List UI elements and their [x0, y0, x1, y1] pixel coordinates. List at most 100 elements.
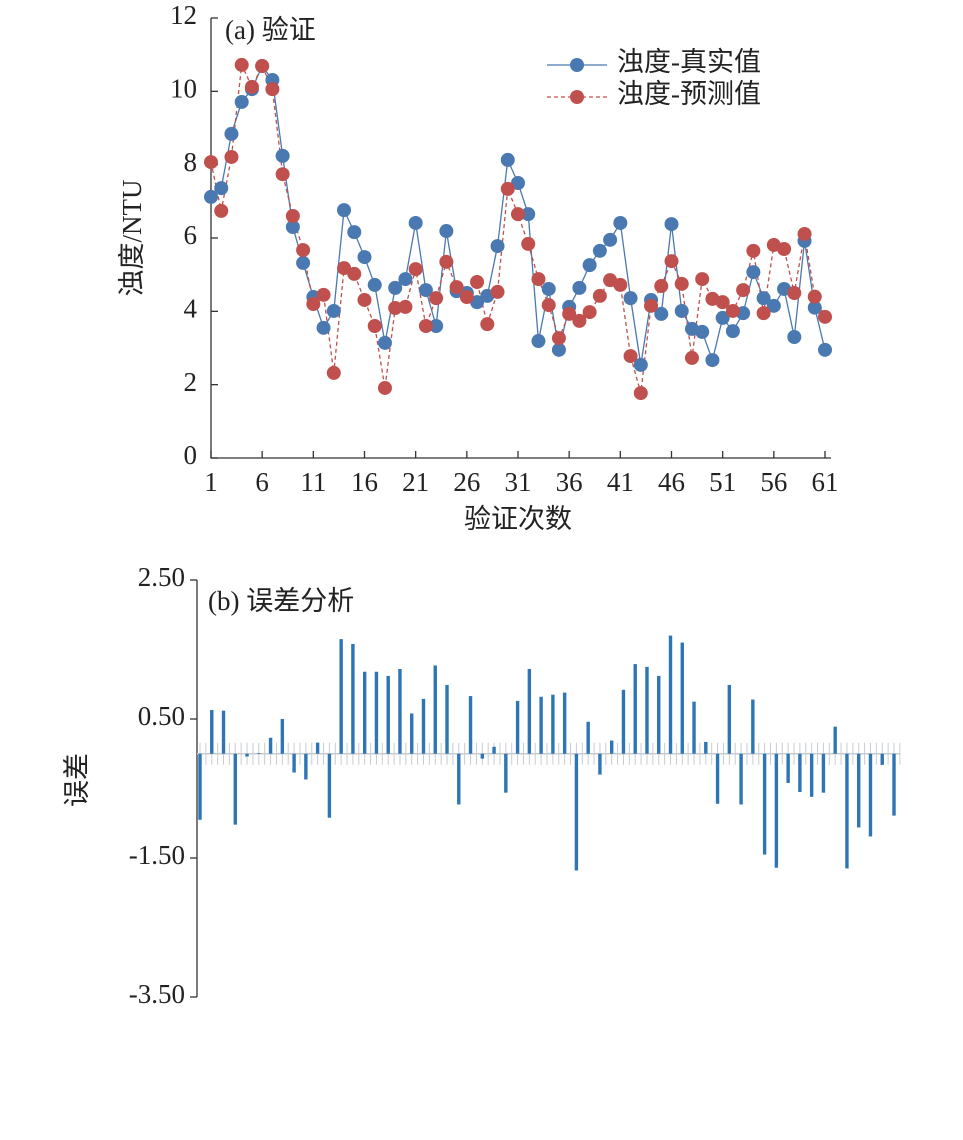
data-point	[756, 291, 771, 306]
bar	[221, 710, 226, 754]
bar	[586, 721, 590, 754]
bar	[433, 665, 437, 754]
bar	[857, 753, 861, 828]
x-tick-label: 61	[812, 467, 839, 497]
data-point	[296, 243, 311, 258]
data-point	[347, 225, 362, 240]
bar	[868, 753, 873, 837]
bar	[715, 753, 720, 804]
bar	[257, 753, 261, 754]
y-tick-label: 10	[170, 74, 197, 104]
data-point	[337, 203, 352, 218]
bar	[515, 700, 520, 754]
data-point	[275, 148, 290, 163]
data-point	[285, 220, 300, 234]
bar	[351, 643, 355, 754]
x-tick-label: 31	[505, 467, 532, 497]
data-point	[736, 283, 751, 298]
data-point	[326, 303, 341, 318]
data-point	[439, 224, 454, 239]
legend-label: 浊度-真实值	[617, 47, 761, 77]
data-point	[337, 261, 352, 276]
data-point	[551, 331, 566, 346]
data-point	[715, 295, 730, 310]
bar	[504, 753, 508, 793]
data-point	[306, 297, 321, 311]
data-point	[316, 287, 331, 302]
data-point	[787, 330, 802, 344]
data-point	[388, 280, 403, 295]
bar	[704, 741, 708, 754]
data-point	[398, 299, 413, 314]
bar	[786, 753, 790, 783]
data-point	[377, 335, 392, 350]
bar	[268, 737, 273, 754]
data-point	[377, 380, 392, 395]
y-tick-label: 2.50	[138, 562, 185, 592]
data-point	[500, 181, 515, 196]
data-point	[255, 59, 270, 74]
y-tick-label: -3.50	[129, 979, 185, 1009]
data-point	[367, 319, 382, 333]
data-point	[541, 298, 556, 313]
data-point	[684, 350, 699, 365]
bar	[362, 671, 367, 754]
data-point	[613, 215, 628, 230]
bar	[327, 753, 332, 818]
data-point	[592, 288, 607, 303]
bar	[480, 753, 485, 759]
x-tick-label: 11	[300, 467, 326, 497]
bar	[892, 753, 896, 816]
data-point	[633, 386, 648, 401]
bar	[245, 753, 249, 757]
x-tick-label: 26	[453, 467, 480, 497]
data-point	[715, 310, 730, 325]
bar	[280, 719, 285, 754]
data-point	[695, 324, 710, 339]
data-point	[623, 349, 638, 364]
data-point	[551, 342, 566, 357]
y-tick-label: 6	[184, 220, 198, 250]
data-point	[582, 258, 597, 273]
x-tick-label: 56	[760, 467, 787, 497]
bar	[398, 668, 402, 754]
data-point	[500, 152, 515, 167]
data-point	[316, 320, 331, 335]
x-tick-label: 46	[658, 467, 685, 497]
data-point	[418, 283, 433, 298]
data-point	[695, 272, 710, 287]
data-point	[654, 279, 669, 294]
data-point	[214, 181, 229, 196]
y-tick-label: 4	[184, 294, 198, 324]
x-tick-label: 36	[556, 467, 583, 497]
bar	[292, 753, 296, 773]
data-point	[521, 236, 536, 251]
y-tick-label: 8	[184, 147, 198, 177]
bar	[621, 689, 626, 754]
bar	[680, 642, 684, 754]
bar	[315, 742, 320, 754]
bar	[304, 753, 308, 780]
data-point	[725, 324, 740, 339]
data-point	[511, 176, 525, 190]
x-tick-label: 51	[709, 467, 736, 497]
data-point	[429, 319, 444, 333]
data-point	[797, 226, 812, 241]
bar	[527, 668, 532, 754]
x-tick-label: 1	[204, 467, 218, 497]
data-point	[204, 189, 218, 204]
data-point	[592, 243, 607, 258]
data-point	[633, 357, 648, 372]
bar	[727, 684, 732, 754]
bar	[762, 753, 767, 855]
data-point	[214, 203, 229, 218]
bar	[845, 753, 849, 869]
bar	[739, 753, 743, 805]
bar	[774, 753, 779, 868]
series-line	[210, 62, 826, 394]
y-tick-label: -1.50	[129, 840, 185, 870]
data-point	[613, 277, 628, 292]
data-point	[521, 207, 536, 222]
bar	[598, 753, 602, 775]
data-point	[388, 301, 403, 316]
